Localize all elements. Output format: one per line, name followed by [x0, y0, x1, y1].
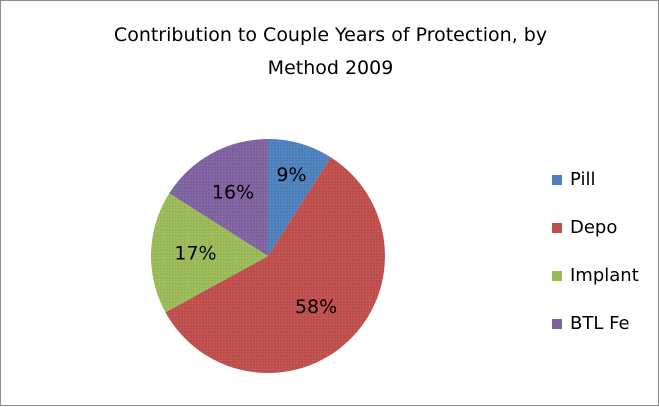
legend-swatch-pill: [552, 174, 562, 185]
legend-swatch-implant: [552, 270, 562, 281]
legend-label-implant: Implant: [570, 265, 639, 286]
chart-title: Contribution to Couple Years of Protecti…: [1, 19, 659, 85]
legend-item-pill: Pill: [552, 167, 639, 192]
pie-label-implant: 17%: [174, 243, 216, 265]
legend-label-btl-fe: BTL Fe: [570, 313, 630, 334]
legend: Pill Depo Implant BTL Fe: [552, 167, 639, 359]
legend-item-btl-fe: BTL Fe: [552, 311, 639, 336]
pie-slice-texture-pill: [268, 139, 331, 256]
legend-item-depo: Depo: [552, 215, 639, 240]
pie-slice-texture-depo: [165, 157, 386, 374]
chart-title-line-2: Method 2009: [267, 57, 394, 79]
pie-label-depo: 58%: [295, 296, 337, 318]
pie-slice-labels: 9% 58% 17% 16%: [174, 164, 337, 318]
pie-slice-texture-btl-fe: [169, 139, 268, 256]
legend-item-implant: Implant: [552, 263, 639, 288]
legend-swatch-btl-fe: [552, 318, 562, 329]
legend-label-depo: Depo: [570, 217, 618, 238]
pie-label-pill: 9%: [276, 164, 306, 186]
pie-slices: [150, 139, 386, 374]
legend-swatch-depo: [552, 222, 562, 233]
pie-label-btl-fe: 16%: [212, 181, 254, 203]
legend-label-pill: Pill: [570, 169, 596, 190]
pie-slice-texture-implant: [150, 193, 268, 313]
chart-title-line-1: Contribution to Couple Years of Protecti…: [113, 24, 548, 46]
